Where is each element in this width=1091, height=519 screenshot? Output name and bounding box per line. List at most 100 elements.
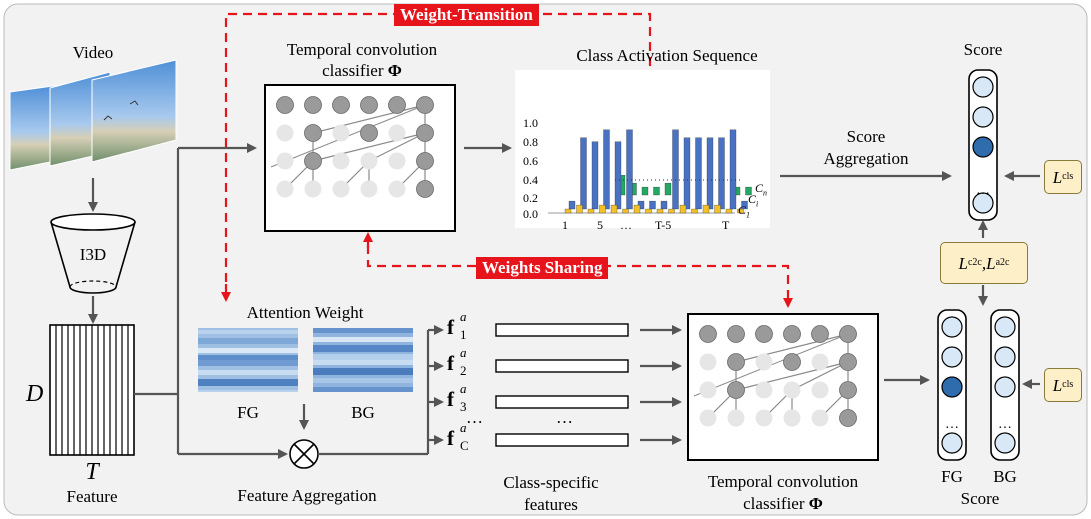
tcc-node-idle <box>276 124 294 142</box>
tcc-node-idle <box>388 180 406 198</box>
cas-series-label-ci: Ci <box>748 192 759 209</box>
tcc-node-active <box>699 325 717 343</box>
cas-bar <box>580 137 587 210</box>
tcc-node-idle <box>360 152 378 170</box>
tcc-node-active <box>783 325 801 343</box>
tcc-node-idle <box>755 353 773 371</box>
cas-bar <box>729 129 737 210</box>
tcc-node-idle <box>727 409 745 427</box>
tcc-node-active <box>416 96 434 114</box>
cas-bar <box>649 200 656 210</box>
cas-series-label-cn: Cn <box>755 181 768 198</box>
feature-ellipsis-left: … <box>466 408 483 427</box>
cas-bar <box>656 208 664 214</box>
tcc-bottom-title-line1: Temporal convolution <box>707 472 859 491</box>
attention-heatmap-fg <box>198 328 298 392</box>
cas-bar <box>668 208 675 214</box>
score-bottom-label: Score <box>960 489 1000 508</box>
score-cell <box>972 76 994 98</box>
weight-transition-tag: Weight-Transition <box>394 4 539 26</box>
cas-title: Class Activation Sequence <box>576 46 758 65</box>
cas-xtick: 1 <box>562 218 568 232</box>
tcc-top-network <box>270 96 434 198</box>
tcc-node-idle <box>276 152 294 170</box>
tcc-node-idle <box>755 381 773 399</box>
tcc-node-active <box>304 124 322 142</box>
tcc-node-idle <box>388 152 406 170</box>
tcc-node-active <box>332 96 350 114</box>
score-top-label: Score <box>963 40 1003 59</box>
cas-ytick: 0.2 <box>523 191 538 205</box>
cas-bar <box>576 204 583 214</box>
cas-bar <box>645 208 652 214</box>
score-top-ellipsis: … <box>976 183 990 198</box>
tcc-node-idle <box>304 180 322 198</box>
cas-ytick: 0.4 <box>523 173 538 187</box>
cas-bar <box>564 208 572 214</box>
cas-xtick: T-5 <box>655 218 672 232</box>
score-cell-active <box>972 136 994 158</box>
feature-arrows <box>640 325 682 445</box>
cas-series-label-c1: C1 <box>738 203 751 220</box>
score-cell <box>941 316 963 338</box>
feature-label: Feature <box>66 487 118 506</box>
fg-score-label: FG <box>941 467 963 486</box>
cas-xtick: 5 <box>597 218 603 232</box>
tcc-node-idle <box>360 180 378 198</box>
cas-xtick: … <box>620 218 632 232</box>
tcc-node-active <box>304 152 322 170</box>
tcc-edge <box>791 361 849 391</box>
feature-bar <box>495 323 629 337</box>
cas-bar <box>672 129 679 210</box>
cas-bar <box>745 186 752 196</box>
cas-bar <box>599 204 606 214</box>
tcc-node-idle <box>699 409 717 427</box>
score-cell <box>994 432 1016 454</box>
weights-sharing-tag: Weights Sharing <box>476 257 609 279</box>
feature-ellipsis-mid: … <box>556 408 573 427</box>
i3d-encoder <box>50 213 136 294</box>
tcc-node-active <box>276 96 294 114</box>
tcc-node-idle <box>276 180 294 198</box>
cas-bar <box>691 208 698 214</box>
cas-bar <box>653 186 660 196</box>
tcc-node-active <box>839 409 857 427</box>
feature-routing <box>134 143 288 459</box>
cas-bar <box>614 141 622 210</box>
cas-bar <box>587 208 595 214</box>
feature-aggregation-label: Feature Aggregation <box>237 486 377 505</box>
phi-symbol: Φ <box>808 494 823 513</box>
tcc-node-idle <box>699 381 717 399</box>
tcc-node-active <box>727 325 745 343</box>
tcc-node-idle <box>811 353 829 371</box>
feature-bar <box>495 359 629 373</box>
cas-bar <box>622 208 629 214</box>
attention-weight-label: Attention Weight <box>246 303 364 322</box>
tcc-bottom-title-line2: classifier Φ <box>743 494 823 513</box>
t-symbol: T <box>85 459 99 485</box>
score-cell-active <box>941 376 963 398</box>
tcc-node-active <box>360 96 378 114</box>
score-cell <box>972 106 994 128</box>
tcc-node-idle <box>783 409 801 427</box>
cas-bar <box>706 137 714 210</box>
score-cell <box>994 376 1016 398</box>
tcc-node-active <box>727 353 745 371</box>
cas-bar <box>679 204 687 214</box>
tcc-top-title-line1: Temporal convolution <box>286 40 438 59</box>
tcc-node-active <box>416 124 434 142</box>
cas-bar <box>725 208 733 214</box>
cas-ytick: 1.0 <box>523 116 538 130</box>
cas-bar <box>603 129 610 210</box>
tcc-bottom-network <box>693 325 857 427</box>
cas-ytick: 0.6 <box>523 154 538 168</box>
tcc-edge <box>735 361 849 391</box>
cas-bar <box>633 204 641 214</box>
tcc-node-active <box>783 353 801 371</box>
cas-bar <box>714 204 721 214</box>
video-label: Video <box>72 43 114 62</box>
